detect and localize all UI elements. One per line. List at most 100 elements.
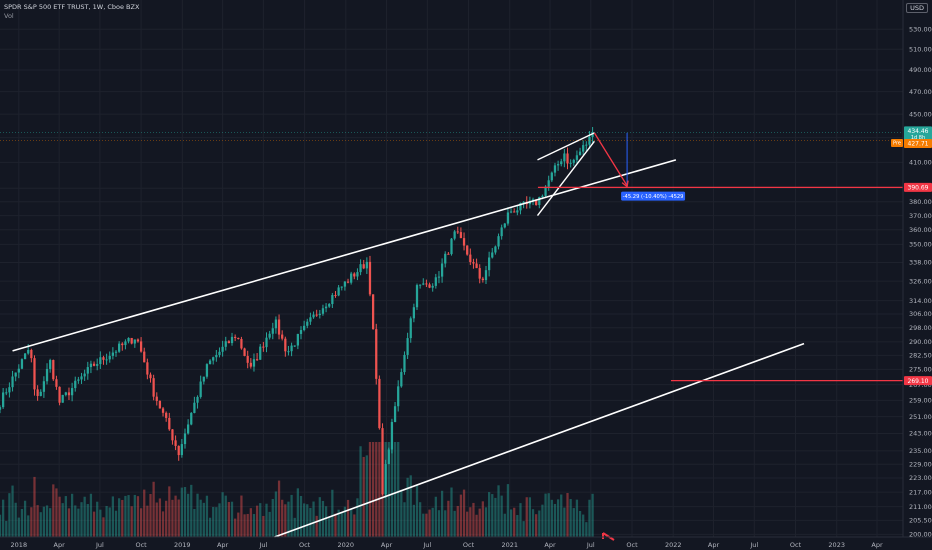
volume-bar (375, 442, 378, 537)
last-price-badge-bg (904, 126, 932, 141)
volume-bar (70, 493, 74, 537)
projection-line (593, 132, 628, 186)
candle-body (318, 313, 321, 316)
candle-body (262, 346, 265, 348)
volume-bar (466, 511, 469, 537)
volume-bar (387, 442, 390, 537)
volume-bar (86, 504, 89, 537)
price-tick-label: 223.00 (909, 474, 932, 482)
volume-bar (281, 499, 284, 537)
candle-body (503, 223, 506, 228)
volume-bar (255, 505, 259, 537)
volume-bar (14, 502, 17, 537)
volume-indicator-label[interactable]: Vol (4, 12, 14, 20)
volume-bar (318, 497, 321, 537)
candle-body (224, 341, 227, 347)
volume-bar (64, 496, 67, 537)
candle-body (118, 343, 121, 352)
candle-body (321, 308, 325, 314)
candle-body (165, 412, 168, 418)
candle-body (466, 245, 469, 255)
volume-bar (513, 507, 516, 537)
volume-bar (334, 513, 337, 537)
volume-bar (359, 446, 362, 537)
volume-bar (11, 485, 14, 537)
volume-bar (553, 503, 557, 537)
volume-bar (243, 514, 246, 537)
candle-body (497, 236, 500, 247)
volume-bar (139, 508, 143, 537)
candle-body (550, 172, 553, 181)
volume-bar (155, 502, 158, 537)
volume-bar (522, 521, 525, 537)
volume-bar (49, 508, 52, 537)
volume-bar (469, 507, 472, 537)
candle-body (494, 246, 497, 253)
volume-bar (315, 515, 318, 537)
candle-body (290, 345, 293, 352)
candle-body (246, 355, 249, 363)
price-tick-label: 370.00 (909, 212, 932, 220)
volume-bar (202, 502, 205, 537)
price-tick-label: 350.00 (909, 241, 932, 249)
candle-body (566, 153, 569, 164)
volume-bar (324, 506, 328, 537)
time-tick-label: 2021 (501, 541, 518, 549)
price-tick-label: 275.00 (909, 366, 932, 374)
candle-body (89, 363, 93, 368)
candle-body (36, 389, 39, 396)
candle-body (158, 400, 162, 409)
volume-bar (118, 498, 121, 537)
candle-body (334, 295, 337, 297)
currency-badge[interactable]: USD (906, 3, 928, 13)
candle-body (58, 386, 61, 403)
volume-bar (425, 513, 428, 537)
volume-bar (77, 508, 80, 537)
price-tick-label: 282.50 (909, 352, 932, 360)
volume-bar (5, 520, 8, 537)
volume-bar (218, 503, 221, 537)
candle-body (544, 186, 547, 196)
price-tick-label: 298.00 (909, 324, 932, 332)
price-tick-label: 259.00 (909, 397, 932, 405)
volume-bar (440, 490, 444, 537)
volume-bar (74, 505, 77, 537)
volume-bar (17, 517, 20, 537)
symbol-title[interactable]: SPDR S&P 500 ETF TRUST, 1W, Cboe BZX (4, 3, 140, 11)
candle-body (437, 276, 441, 278)
volume-bar (208, 517, 212, 537)
volume-bar (0, 514, 2, 537)
volume-bar (259, 503, 262, 537)
candle-body (243, 348, 246, 356)
volume-bar (531, 509, 535, 537)
candle-body (560, 161, 563, 165)
price-tick-label: 243.00 (909, 430, 932, 438)
volume-bar (346, 499, 350, 537)
volume-bar (431, 507, 434, 537)
volume-bar (102, 517, 105, 537)
candle-body (450, 238, 453, 255)
volume-bar (525, 497, 528, 537)
candle-body (387, 449, 390, 465)
volume-bar (538, 510, 541, 537)
candle-body (575, 155, 579, 160)
volume-bar (212, 506, 215, 537)
volume-bar (415, 485, 419, 537)
candle-body (312, 314, 315, 318)
volume-bar (287, 501, 290, 537)
target-1-price-badge: 390.69 (908, 185, 929, 192)
price-tick-label: 314.00 (909, 297, 932, 305)
volume-bar (484, 507, 488, 537)
volume-bar (487, 492, 491, 537)
candle-body (547, 180, 550, 187)
candle-body (350, 273, 353, 283)
candle-body (516, 210, 519, 213)
candle-body (459, 232, 463, 239)
time-tick-label: Apr (54, 541, 66, 549)
candle-body (74, 380, 77, 389)
volume-bar (481, 501, 484, 537)
candle-body (49, 360, 52, 369)
candle-body (400, 372, 403, 387)
price-tick-label: 338.00 (909, 259, 932, 267)
